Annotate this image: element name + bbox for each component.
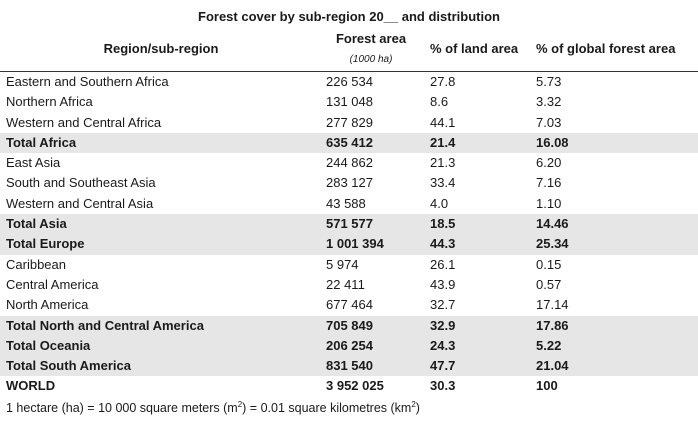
- cell-forest-area: 22 411: [326, 276, 365, 292]
- cell-land-pct: 24.3: [430, 337, 456, 353]
- table-row-total: Total South America 831 540 47.7 21.04: [0, 356, 698, 377]
- cell-forest-area: 1 001 394: [326, 236, 384, 252]
- footnote-part1: 1 hectare (ha) = 10 000 square meters (m: [6, 401, 238, 415]
- table-row: Central America 22 411 43.9 0.57: [0, 275, 698, 295]
- header-region: Region/sub-region: [103, 41, 219, 56]
- cell-region: North America: [6, 297, 89, 313]
- cell-region: Total South America: [6, 358, 131, 374]
- table-row-total: Total Africa 635 412 21.4 16.08: [0, 132, 698, 154]
- table-row: Northern Africa 131 048 8.6 3.32: [0, 92, 698, 112]
- cell-forest-area: 5 974: [326, 256, 359, 272]
- footnote: 1 hectare (ha) = 10 000 square meters (m…: [6, 400, 420, 416]
- cell-global-pct: 14.46: [536, 216, 569, 232]
- table-row-total: Total Oceania 206 254 24.3 5.22: [0, 335, 698, 357]
- cell-forest-area: 571 577: [326, 216, 373, 232]
- cell-global-pct: 0.15: [536, 256, 562, 272]
- cell-global-pct: 1.10: [536, 195, 562, 211]
- cell-region: Western and Central Asia: [6, 195, 154, 211]
- footnote-sup1: 2: [237, 400, 243, 409]
- cell-global-pct: 100: [536, 378, 558, 394]
- table-row: South and Southeast Asia 283 127 33.4 7.16: [0, 173, 698, 193]
- cell-forest-area: 3 952 025: [326, 378, 384, 394]
- table-row-world: WORLD 3 952 025 30.3 100: [0, 376, 698, 396]
- cell-land-pct: 47.7: [430, 358, 456, 374]
- cell-land-pct: 33.4: [430, 175, 456, 191]
- table-row: Western and Central Africa 277 829 44.1 7.0…: [0, 113, 698, 133]
- cell-global-pct: 5.22: [536, 337, 562, 353]
- cell-forest-area: 206 254: [326, 337, 373, 353]
- cell-region: Total Oceania: [6, 337, 91, 353]
- cell-land-pct: 32.9: [430, 317, 456, 333]
- cell-global-pct: 17.86: [536, 317, 569, 333]
- cell-region: Total Europe: [6, 236, 85, 252]
- header-forest-area: Forest area (1000 ha): [322, 31, 420, 67]
- cell-forest-area: 244 862: [326, 155, 373, 171]
- table-row: East Asia 244 862 21.3 6.20: [0, 153, 698, 173]
- cell-global-pct: 7.16: [536, 175, 562, 191]
- cell-global-pct: 17.14: [536, 297, 569, 313]
- cell-land-pct: 21.3: [430, 155, 456, 171]
- cell-land-pct: 43.9: [430, 276, 456, 292]
- cell-land-pct: 44.3: [430, 236, 456, 252]
- cell-land-pct: 8.6: [430, 94, 449, 110]
- cell-region: WORLD: [6, 378, 56, 394]
- cell-region: Western and Central Africa: [6, 114, 162, 130]
- header-forest-area-unit: (1000 ha): [349, 54, 393, 65]
- header-global-pct: % of global forest area: [536, 41, 676, 56]
- cell-forest-area: 283 127: [326, 175, 373, 191]
- cell-forest-area: 677 464: [326, 297, 373, 313]
- cell-land-pct: 26.1: [430, 256, 456, 272]
- footnote-part3: ): [415, 401, 420, 415]
- cell-region: Total Asia: [6, 216, 67, 232]
- cell-global-pct: 5.73: [536, 74, 562, 89]
- table-row-total: Total Europe 1 001 394 44.3 25.34: [0, 234, 698, 255]
- cell-region: Central America: [6, 276, 99, 292]
- cell-global-pct: 16.08: [536, 134, 569, 150]
- cell-land-pct: 27.8: [430, 74, 456, 89]
- cell-global-pct: 25.34: [536, 236, 569, 252]
- cell-forest-area: 131 048: [326, 94, 373, 110]
- header-forest-area-label: Forest area: [335, 31, 407, 46]
- cell-forest-area: 277 829: [326, 114, 373, 130]
- table-title: Forest cover by sub-region 20__ and dist…: [198, 9, 500, 24]
- cell-region: Caribbean: [6, 256, 66, 272]
- table-row: North America 677 464 32.7 17.14: [0, 295, 698, 315]
- cell-region: South and Southeast Asia: [6, 175, 156, 191]
- cell-global-pct: 0.57: [536, 276, 562, 292]
- cell-global-pct: 3.32: [536, 94, 562, 110]
- table-row: Caribbean 5 974 26.1 0.15: [0, 255, 698, 275]
- cell-region: Eastern and Southern Africa: [6, 74, 169, 89]
- cell-forest-area: 635 412: [326, 134, 373, 150]
- cell-region: Total Africa: [6, 134, 77, 150]
- header-divider: [0, 71, 698, 72]
- cell-land-pct: 32.7: [430, 297, 456, 313]
- cell-land-pct: 4.0: [430, 195, 449, 211]
- cell-region: Northern Africa: [6, 94, 93, 110]
- table-row-total: Total North and Central America 705 849 32…: [0, 315, 698, 336]
- cell-forest-area: 43 588: [326, 195, 366, 211]
- cell-global-pct: 7.03: [536, 114, 562, 130]
- cell-global-pct: 6.20: [536, 155, 562, 171]
- footnote-part2: ) = 0.01 square kilometres (km: [242, 401, 412, 415]
- table-body: Eastern and Southern Africa 226 534 27.8 5.…: [0, 72, 698, 397]
- cell-land-pct: 18.5: [430, 216, 456, 232]
- cell-forest-area: 831 540: [326, 358, 373, 374]
- cell-forest-area: 226 534: [326, 74, 373, 89]
- table-row-total: Total Asia 571 577 18.5 14.46: [0, 214, 698, 235]
- table-row: Eastern and Southern Africa 226 534 27.8 5.…: [0, 72, 698, 92]
- table-row: Western and Central Asia 43 588 4.0 1.10: [0, 194, 698, 214]
- cell-region: East Asia: [6, 155, 61, 171]
- footnote-sup2: 2: [411, 400, 416, 409]
- cell-global-pct: 21.04: [536, 358, 569, 374]
- table-header: Region/sub-region Forest area (1000 ha) …: [0, 31, 698, 71]
- header-land-pct: % of land area: [430, 41, 519, 56]
- cell-land-pct: 30.3: [430, 378, 456, 394]
- cell-forest-area: 705 849: [326, 317, 373, 333]
- cell-land-pct: 21.4: [430, 134, 456, 150]
- cell-region: Total North and Central America: [6, 317, 204, 333]
- cell-land-pct: 44.1: [430, 114, 456, 130]
